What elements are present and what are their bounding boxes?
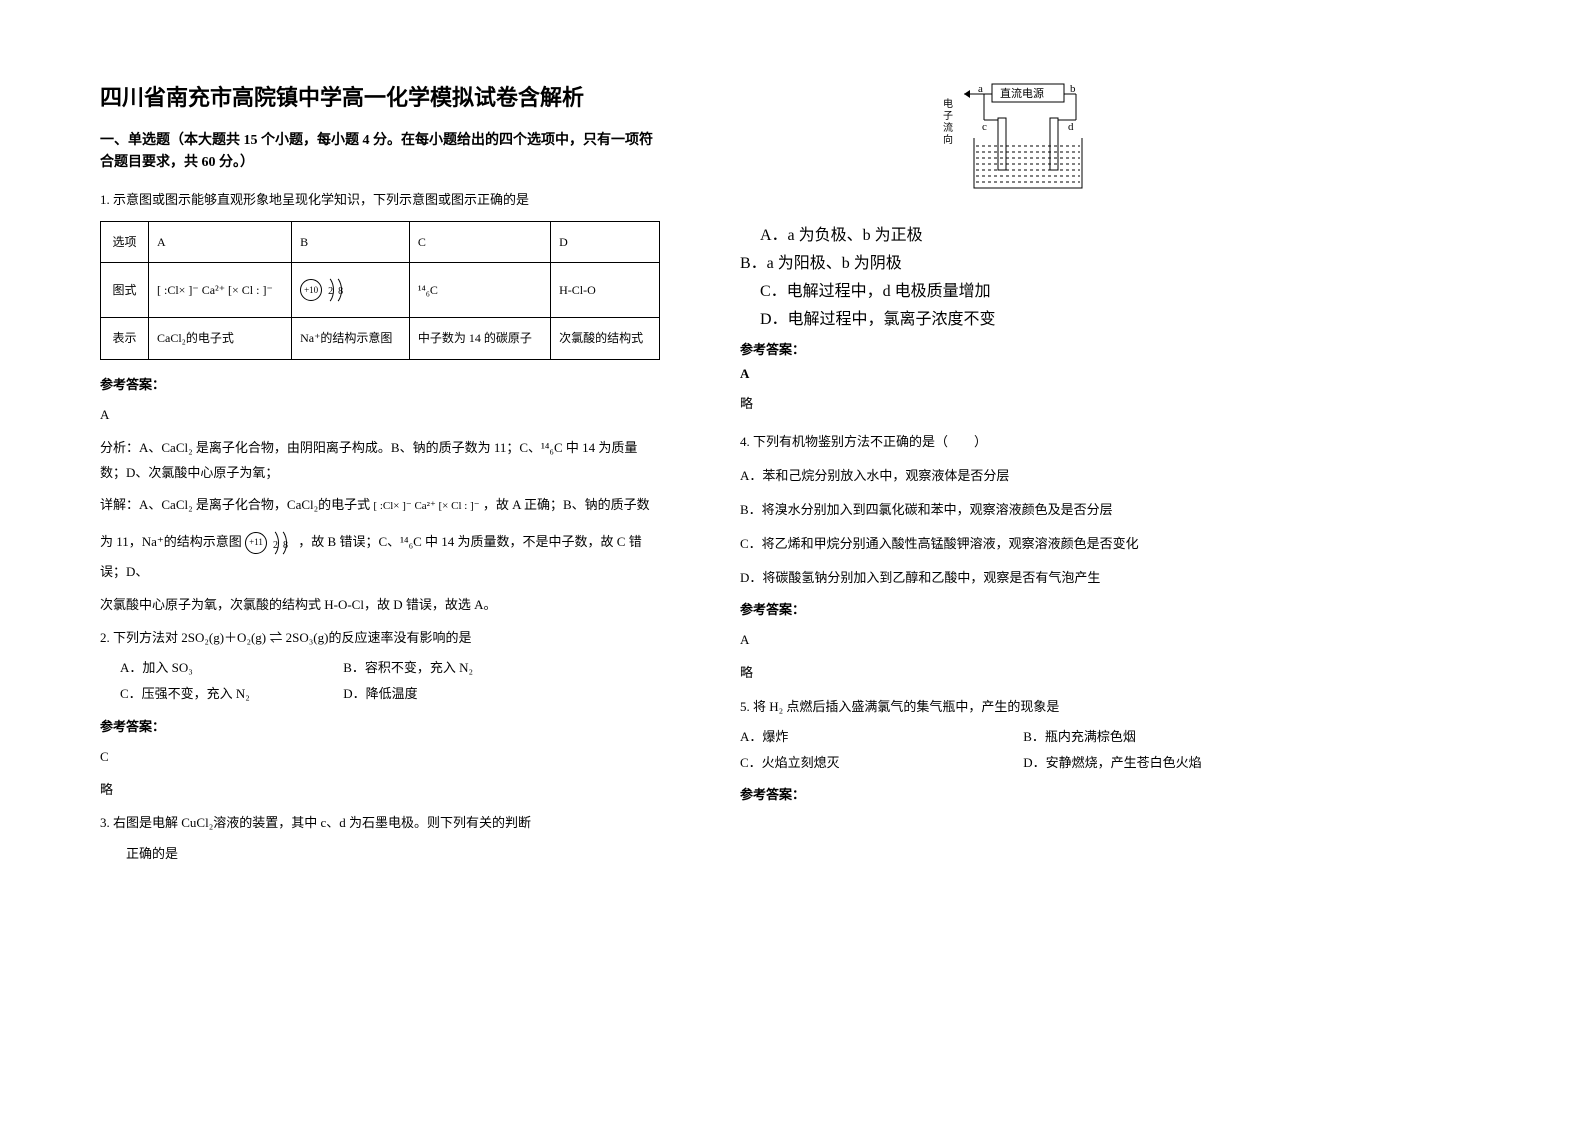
cell-form-a: [ :Cl× ]⁻ Ca²⁺ [× Cl : ]⁻ (149, 263, 292, 318)
question-3-stem: 3. 右图是电解 CuCl₂溶液的装置，其中 c、d 为石墨电极。则下列有关的判… (100, 812, 660, 864)
atom-e2: 8 (283, 536, 288, 555)
q5-opt-c: C．火焰立刻熄灭 (740, 752, 980, 774)
q1-table: 选项 A B C D 图式 [ :Cl× ]⁻ Ca²⁺ [× Cl : ]⁻ … (100, 221, 660, 360)
q4-opt-a: A．苯和己烷分别放入水中，观察液体是否分层 (740, 465, 1300, 487)
page: 四川省南充市高院镇中学高一化学模拟试卷含解析 一、单选题（本大题共 15 个小题… (0, 0, 1587, 915)
page-title: 四川省南充市高院镇中学高一化学模拟试卷含解析 (100, 80, 660, 112)
q2-opt-a: A．加入 SO₃ (120, 657, 300, 679)
electrode-c (998, 118, 1006, 170)
q1-explain-4: 次氯酸中心原子为氧，次氯酸的结构式 H-O-Cl，故 D 错误，故选 A。 (100, 593, 660, 618)
q5-stem: 5. 将 H₂ 点燃后插入盛满氯气的集气瓶中，产生的现象是 (740, 696, 1300, 718)
cell-form-b: +10 2 8 (292, 263, 410, 318)
q4-explain: 略 (740, 661, 1300, 686)
hdr-d: D (551, 221, 660, 262)
atom-e1: 2 (328, 283, 333, 300)
cell-desc-a: CaCl₂的电子式 (149, 318, 292, 359)
q1-explain-1: 分析：A、CaCl₂ 是离子化合物，由阴阳离子构成。B、钠的质子数为 11；C、… (100, 436, 660, 485)
q2-opt-c: C．压强不变，充入 N₂ (120, 683, 300, 705)
row-form-label: 图式 (101, 263, 149, 318)
right-column: 电 子 流 向 a b 直流电源 (740, 80, 1300, 875)
atom-e1: 2 (273, 536, 278, 555)
svg-label-power: 直流电源 (1000, 86, 1044, 100)
svg-label-a: a (978, 83, 983, 95)
exp3-pre: 为 11，Na⁺的结构示意图 (100, 534, 242, 549)
option-row: C．压强不变，充入 N₂ D．降低温度 (120, 683, 660, 705)
answer-label: 参考答案： (100, 374, 660, 396)
table-row: 选项 A B C D (101, 221, 660, 262)
answer-value: A (740, 629, 1300, 651)
table-row: 图式 [ :Cl× ]⁻ Ca²⁺ [× Cl : ]⁻ +10 2 8 ¹⁴₆… (101, 263, 660, 318)
q2-opt-d: D．降低温度 (343, 683, 417, 705)
question-2: 2. 下列方法对 2SO₂(g)＋O₂(g) ⇌ 2SO₃(g)的反应速率没有影… (100, 627, 660, 802)
q3-options: A．a 为负极、b 为正极 B．a 为阳极、b 为阴极 C．电解过程中，d 电极… (760, 221, 1300, 329)
hdr-a: A (149, 221, 292, 262)
q3-opt-a: A．a 为负极、b 为正极 (760, 221, 1300, 245)
question-1: 1. 示意图或图示能够直观形象地呈现化学知识，下列示意图或图示正确的是 选项 A… (100, 189, 660, 618)
cell-desc-d: 次氯酸的结构式 (551, 318, 660, 359)
question-5: 5. 将 H₂ 点燃后插入盛满氯气的集气瓶中，产生的现象是 A．爆炸 B．瓶内充… (740, 696, 1300, 806)
svg-label-elecflow: 流 (941, 121, 953, 133)
q3-opt-b: B．a 为阳极、b 为阴极 (740, 249, 1300, 273)
atom-e2: 8 (338, 283, 343, 300)
q2-opt-b: B．容积不变，充入 N₂ (343, 657, 473, 679)
q5-opt-d: D．安静燃烧，产生苍白色火焰 (1023, 752, 1201, 774)
svg-label-elecflow: 向 (941, 133, 953, 144)
hdr-b: B (292, 221, 410, 262)
left-column: 四川省南充市高院镇中学高一化学模拟试卷含解析 一、单选题（本大题共 15 个小题… (100, 80, 660, 875)
atom-diagram-icon: +11 2 8 (245, 526, 295, 560)
exp2-post: ，故 A 正确；B、钠的质子数 (483, 497, 650, 512)
q4-stem: 4. 下列有机物鉴别方法不正确的是（ ） (740, 431, 1300, 453)
hdr-c: C (409, 221, 550, 262)
atom-diagram-icon: +10 2 8 (300, 273, 350, 307)
answer-value: C (100, 746, 660, 768)
q5-opt-a: A．爆炸 (740, 726, 980, 748)
answer-label: 参考答案： (100, 716, 660, 738)
exp2-pre: 详解：A、CaCl₂ 是离子化合物，CaCl₂的电子式 (100, 497, 370, 512)
option-row: A．爆炸 B．瓶内充满棕色烟 (740, 726, 1300, 748)
q4-opt-c: C．将乙烯和甲烷分别通入酸性高锰酸钾溶液，观察溶液颜色是否变化 (740, 533, 1300, 555)
row-desc-label: 表示 (101, 318, 149, 359)
cell-desc-b: Na⁺的结构示意图 (292, 318, 410, 359)
electrode-d (1050, 118, 1058, 170)
svg-label-d: d (1068, 121, 1074, 133)
answer-label: 参考答案： (740, 599, 1300, 621)
hdr-option: 选项 (101, 221, 149, 262)
question-4: 4. 下列有机物鉴别方法不正确的是（ ） A．苯和己烷分别放入水中，观察液体是否… (740, 431, 1300, 686)
answer-label: 参考答案： (740, 339, 1300, 358)
q1-explain-2: 详解：A、CaCl₂ 是离子化合物，CaCl₂的电子式 [ :Cl× ]⁻ Ca… (100, 493, 660, 518)
q3-opt-c: C．电解过程中，d 电极质量增加 (760, 277, 1300, 301)
exp2-formula: [ :Cl× ]⁻ Ca²⁺ [× Cl : ]⁻ (373, 500, 479, 512)
question-3-body: 电 子 流 向 a b 直流电源 (740, 80, 1300, 417)
table-row: 表示 CaCl₂的电子式 Na⁺的结构示意图 中子数为 14 的碳原子 次氯酸的… (101, 318, 660, 359)
svg-label-elecflow: 电 (941, 97, 952, 108)
q3-stem2: 正确的是 (126, 843, 660, 865)
cell-form-c: ¹⁴₆C (409, 263, 550, 318)
answer-value: A (740, 366, 1300, 382)
q2-stem: 2. 下列方法对 2SO₂(g)＋O₂(g) ⇌ 2SO₃(g)的反应速率没有影… (100, 627, 660, 649)
answer-label: 参考答案： (740, 784, 1300, 806)
cell-desc-c: 中子数为 14 的碳原子 (409, 318, 550, 359)
q3-opt-d: D．电解过程中，氯离子浓度不变 (760, 305, 1300, 329)
option-row: C．火焰立刻熄灭 D．安静燃烧，产生苍白色火焰 (740, 752, 1300, 774)
q5-opt-b: B．瓶内充满棕色烟 (1023, 726, 1136, 748)
q4-opt-d: D．将碳酸氢钠分别加入到乙醇和乙酸中，观察是否有气泡产生 (740, 567, 1300, 589)
svg-label-b: b (1070, 83, 1076, 95)
svg-label-elecflow: 子 (941, 110, 953, 120)
q3-stem: 3. 右图是电解 CuCl₂溶液的装置，其中 c、d 为石墨电极。则下列有关的判… (100, 812, 660, 834)
q4-opt-b: B．将溴水分别加入到四氯化碳和苯中，观察溶液颜色及是否分层 (740, 499, 1300, 521)
q2-explain: 略 (100, 778, 660, 803)
q3-explain: 略 (740, 392, 1300, 417)
answer-value: A (100, 404, 660, 426)
q1-explain-3: 为 11，Na⁺的结构示意图 +11 2 8 ，故 B 错误；C、¹⁴₆C 中 … (100, 526, 660, 585)
electrolysis-diagram-icon: 电 子 流 向 a b 直流电源 (940, 80, 1100, 205)
section-header: 一、单选题（本大题共 15 个小题，每小题 4 分。在每小题给出的四个选项中，只… (100, 130, 660, 175)
q1-stem: 1. 示意图或图示能够直观形象地呈现化学知识，下列示意图或图示正确的是 (100, 189, 660, 211)
option-row: A．加入 SO₃ B．容积不变，充入 N₂ (120, 657, 660, 679)
svg-label-c: c (982, 121, 987, 133)
cell-form-d: H-Cl-O (551, 263, 660, 318)
q2-options: A．加入 SO₃ B．容积不变，充入 N₂ C．压强不变，充入 N₂ D．降低温… (120, 657, 660, 705)
